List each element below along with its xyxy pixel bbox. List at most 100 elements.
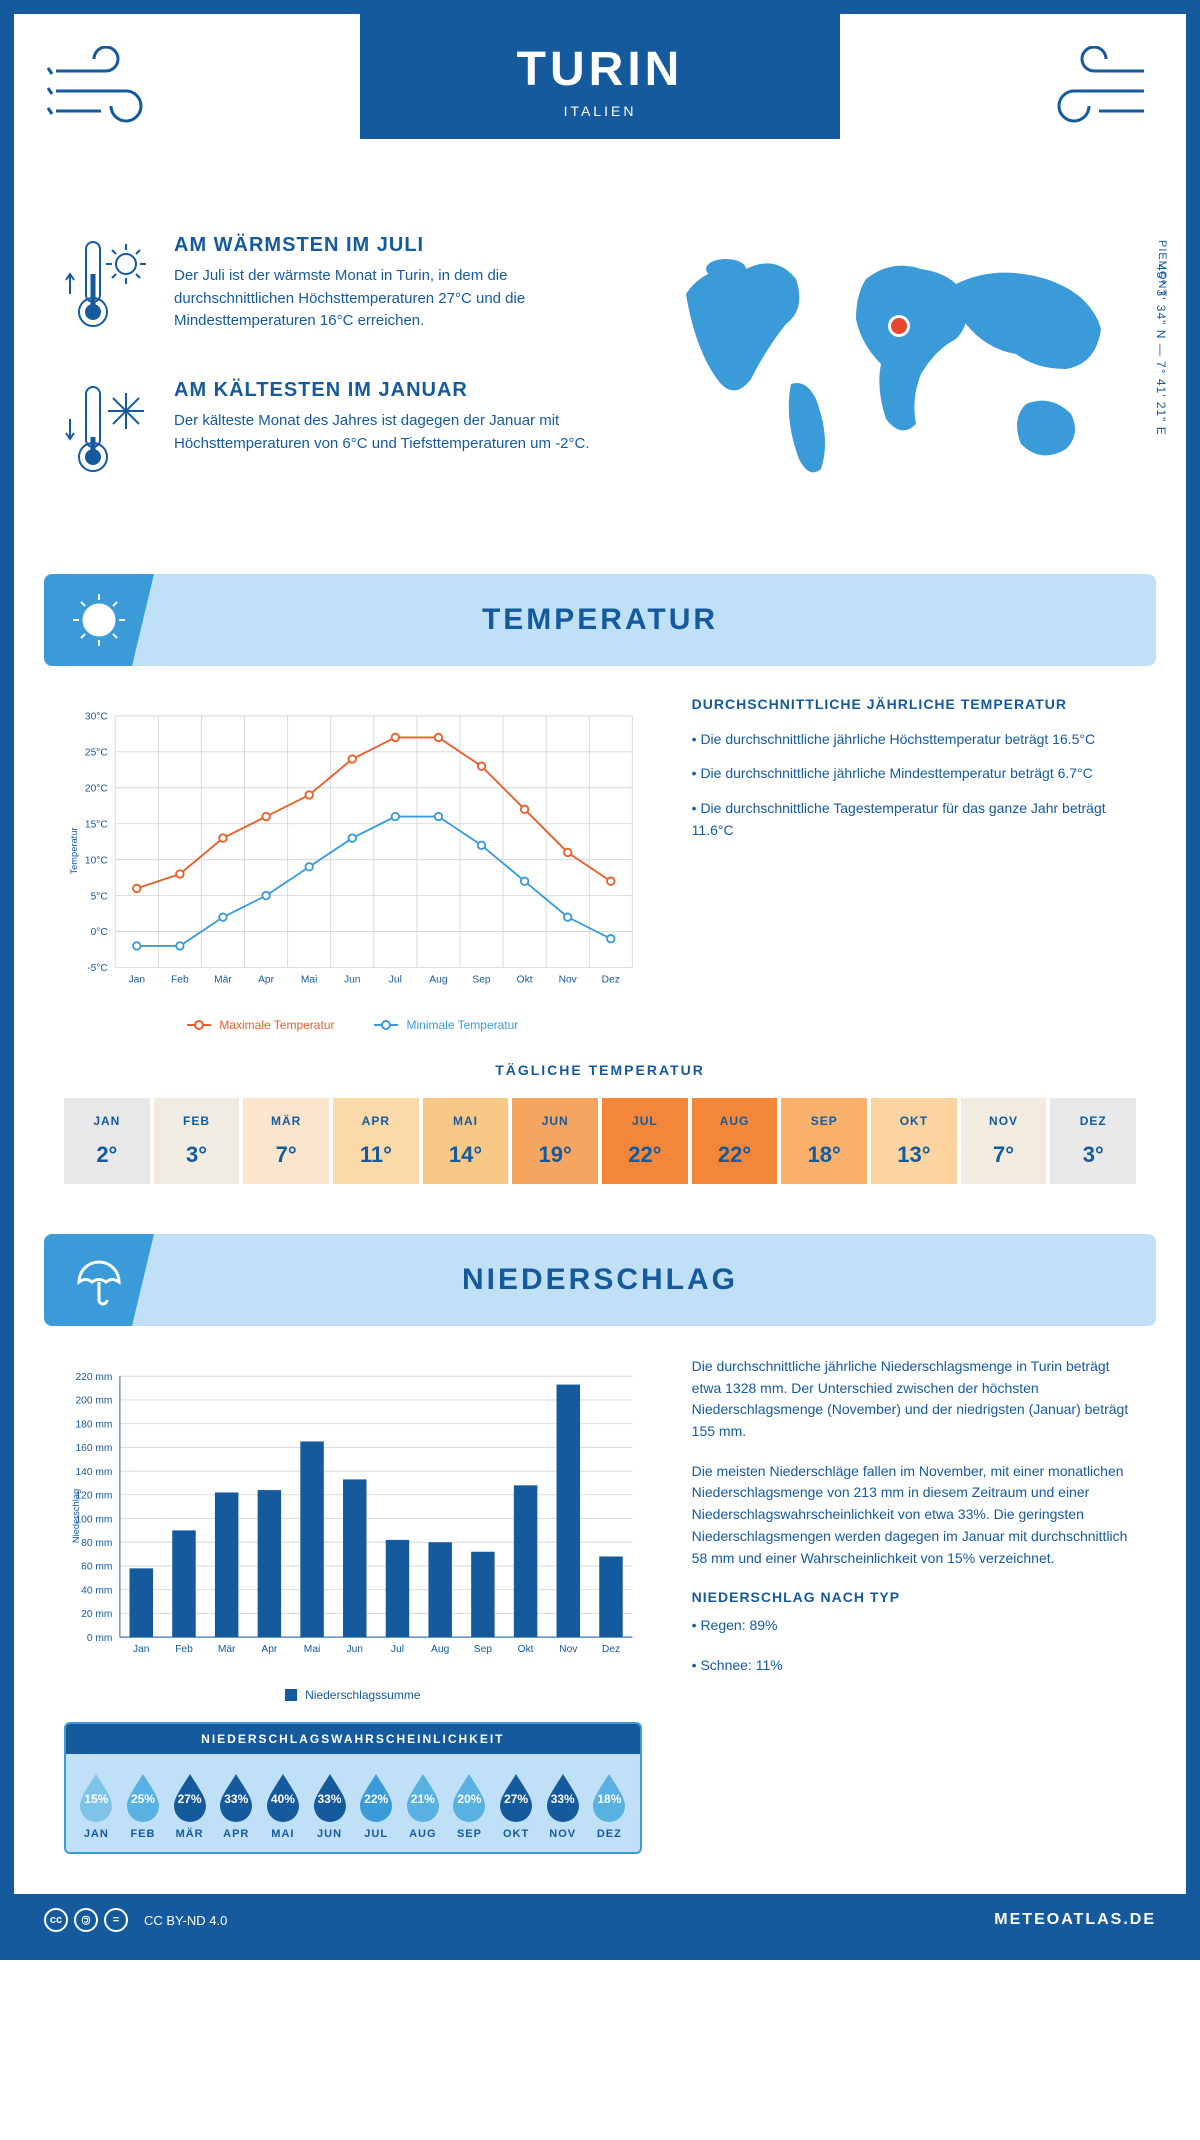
prob-cell: 20%SEP	[447, 1770, 492, 1840]
footer: cc🄯= CC BY-ND 4.0 METEOATLAS.DE	[14, 1894, 1186, 1946]
precip-bar-chart: 0 mm20 mm40 mm60 mm80 mm100 mm120 mm140 …	[64, 1356, 642, 1676]
temp-cell: APR11°	[333, 1098, 419, 1184]
country-name: ITALIEN	[360, 103, 840, 119]
license-text: CC BY-ND 4.0	[144, 1913, 227, 1928]
wind-icon	[46, 46, 166, 141]
svg-text:Jul: Jul	[391, 1644, 404, 1655]
daily-temp-section: TÄGLICHE TEMPERATUR JAN2°FEB3°MÄR7°APR11…	[14, 1032, 1186, 1214]
prob-row: 15%JAN25%FEB27%MÄR33%APR40%MAI33%JUN22%J…	[66, 1754, 640, 1852]
svg-text:Jun: Jun	[347, 1644, 364, 1655]
precip-sidebar: Die durchschnittliche jährliche Niedersc…	[692, 1356, 1136, 1854]
svg-text:Aug: Aug	[431, 1644, 450, 1655]
svg-text:Okt: Okt	[517, 974, 533, 985]
svg-text:10°C: 10°C	[85, 855, 108, 866]
svg-text:20°C: 20°C	[85, 784, 108, 795]
precip-text-2: Die meisten Niederschläge fallen im Nove…	[692, 1461, 1136, 1569]
svg-text:Dez: Dez	[602, 974, 620, 985]
svg-text:160 mm: 160 mm	[75, 1443, 112, 1454]
svg-text:140 mm: 140 mm	[75, 1467, 112, 1478]
svg-text:-5°C: -5°C	[87, 963, 108, 974]
svg-text:Jan: Jan	[133, 1644, 150, 1655]
svg-text:Nov: Nov	[559, 1644, 578, 1655]
svg-text:0°C: 0°C	[91, 927, 108, 938]
svg-text:20 mm: 20 mm	[81, 1609, 112, 1620]
temp-cell: OKT13°	[871, 1098, 957, 1184]
temp-line-chart: -5°C0°C5°C10°C15°C20°C25°C30°CJanFebMärA…	[64, 696, 642, 1006]
city-name: TURIN	[360, 42, 840, 97]
svg-text:Dez: Dez	[602, 1644, 620, 1655]
temp-cell: FEB3°	[154, 1098, 240, 1184]
warmest-title: AM WÄRMSTEN IM JULI	[174, 234, 616, 257]
precip-title-text: NIEDERSCHLAG	[462, 1263, 738, 1297]
coldest-title: AM KÄLTESTEN IM JANUAR	[174, 379, 616, 402]
svg-text:Feb: Feb	[171, 974, 189, 985]
svg-text:40 mm: 40 mm	[81, 1585, 112, 1596]
daily-temp-title: TÄGLICHE TEMPERATUR	[64, 1062, 1136, 1078]
daily-temp-cells: JAN2°FEB3°MÄR7°APR11°MAI14°JUN19°JUL22°A…	[64, 1098, 1136, 1184]
precip-type-heading: NIEDERSCHLAG NACH TYP	[692, 1589, 1136, 1605]
svg-text:Jan: Jan	[129, 974, 146, 985]
prob-cell: 22%JUL	[354, 1770, 399, 1840]
coords-label: 45° 3' 34" N — 7° 41' 21" E	[1154, 264, 1168, 436]
umbrella-icon	[44, 1234, 154, 1326]
svg-text:Apr: Apr	[258, 974, 275, 985]
temp-title-text: TEMPERATUR	[482, 603, 718, 637]
svg-text:Mai: Mai	[301, 974, 318, 985]
prob-cell: 27%MÄR	[167, 1770, 212, 1840]
site-name: METEOATLAS.DE	[994, 1911, 1156, 1929]
svg-text:Temperatur: Temperatur	[69, 827, 79, 874]
bar-legend: Niederschlagssumme	[64, 1688, 642, 1702]
precip-section: 0 mm20 mm40 mm60 mm80 mm100 mm120 mm140 …	[14, 1356, 1186, 1854]
svg-text:Sep: Sep	[474, 1644, 493, 1655]
prob-title: NIEDERSCHLAGSWAHRSCHEINLICHKEIT	[66, 1724, 640, 1754]
probability-box: NIEDERSCHLAGSWAHRSCHEINLICHKEIT 15%JAN25…	[64, 1722, 642, 1854]
precip-chart-area: 0 mm20 mm40 mm60 mm80 mm100 mm120 mm140 …	[64, 1356, 642, 1854]
svg-text:Mär: Mär	[214, 974, 232, 985]
infographic-page: TURIN ITALIEN	[0, 0, 1200, 1960]
prob-cell: 33%APR	[214, 1770, 259, 1840]
svg-text:Nov: Nov	[559, 974, 578, 985]
prob-cell: 21%AUG	[400, 1770, 445, 1840]
temp-sidebar: DURCHSCHNITTLICHE JÄHRLICHE TEMPERATUR •…	[692, 696, 1136, 1032]
svg-text:5°C: 5°C	[91, 891, 108, 902]
svg-text:Sep: Sep	[472, 974, 491, 985]
svg-text:80 mm: 80 mm	[81, 1538, 112, 1549]
temp-section: -5°C0°C5°C10°C15°C20°C25°C30°CJanFebMärA…	[14, 696, 1186, 1032]
svg-text:0 mm: 0 mm	[87, 1633, 113, 1644]
thermometer-snow-icon	[64, 379, 154, 494]
intro-row: AM WÄRMSTEN IM JULI Der Juli ist der wär…	[14, 214, 1186, 554]
svg-text:30°C: 30°C	[85, 712, 108, 723]
prob-cell: 18%DEZ	[587, 1770, 632, 1840]
temp-sidebar-heading: DURCHSCHNITTLICHE JÄHRLICHE TEMPERATUR	[692, 696, 1136, 712]
prob-cell: 33%JUN	[307, 1770, 352, 1840]
svg-text:120 mm: 120 mm	[75, 1491, 112, 1502]
precip-type-2: • Schnee: 11%	[692, 1655, 1136, 1677]
map-area: PIEMONT 45° 3' 34" N — 7° 41' 21" E	[656, 234, 1136, 524]
prob-cell: 33%NOV	[540, 1770, 585, 1840]
legend-min: Minimale Temperatur	[406, 1018, 518, 1032]
temp-cell: MAI14°	[423, 1098, 509, 1184]
temp-bullet-3: • Die durchschnittliche Tagestemperatur …	[692, 797, 1136, 842]
temp-section-title: TEMPERATUR	[44, 574, 1156, 666]
svg-text:Mai: Mai	[304, 1644, 321, 1655]
temp-cell: SEP18°	[781, 1098, 867, 1184]
temp-chart-area: -5°C0°C5°C10°C15°C20°C25°C30°CJanFebMärA…	[64, 696, 642, 1032]
svg-text:Aug: Aug	[429, 974, 448, 985]
prob-cell: 25%FEB	[121, 1770, 166, 1840]
coldest-text: Der kälteste Monat des Jahres ist dagege…	[174, 410, 616, 455]
temp-cell: JUN19°	[512, 1098, 598, 1184]
legend-max: Maximale Temperatur	[219, 1018, 334, 1032]
svg-text:Jul: Jul	[389, 974, 402, 985]
temp-cell: DEZ3°	[1050, 1098, 1136, 1184]
cc-license: cc🄯= CC BY-ND 4.0	[44, 1908, 227, 1932]
wind-icon	[1034, 46, 1154, 141]
svg-text:Niederschlag: Niederschlag	[71, 1489, 81, 1543]
svg-text:Okt: Okt	[518, 1644, 534, 1655]
svg-text:200 mm: 200 mm	[75, 1396, 112, 1407]
prob-cell: 40%MAI	[261, 1770, 306, 1840]
temp-cell: AUG22°	[692, 1098, 778, 1184]
svg-text:15°C: 15°C	[85, 819, 108, 830]
warmest-block: AM WÄRMSTEN IM JULI Der Juli ist der wär…	[64, 234, 616, 349]
sun-icon	[44, 574, 154, 666]
warmest-text: Der Juli ist der wärmste Monat in Turin,…	[174, 265, 616, 333]
